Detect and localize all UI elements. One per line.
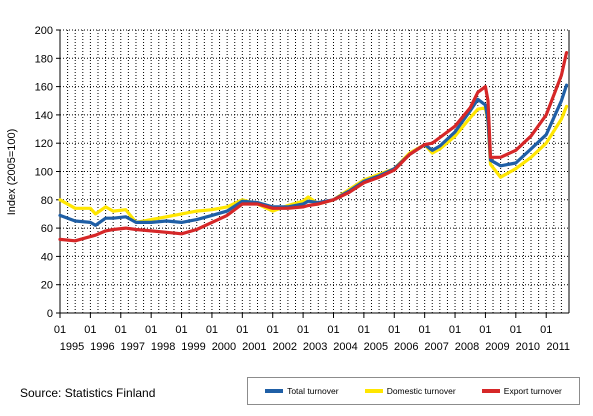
x-tick-month-label: 01 [267,324,279,336]
y-tick-label: 160 [35,82,53,94]
y-tick-label: 20 [41,280,53,292]
x-tick-month-label: 01 [54,324,66,336]
x-tick-month-label: 01 [449,324,461,336]
x-tick-month-label: 01 [206,324,218,336]
x-tick-year-label: 2005 [364,341,388,353]
legend-item-export: Export turnover [481,386,562,396]
x-tick-year-label: 2001 [242,341,266,353]
y-tick-label: 40 [41,251,53,263]
x-tick-month-label: 01 [479,324,491,336]
series-lines [58,51,569,243]
x-tick-month-label: 01 [236,324,248,336]
y-tick-label: 200 [35,25,53,37]
legend-label-domestic: Domestic turnover [386,386,456,396]
x-tick-year-label: 2010 [516,341,540,353]
x-tick-year-label: 1995 [60,341,84,353]
y-tick-label: 100 [35,167,53,179]
x-tick-year-label: 2007 [424,341,448,353]
x-tick-month-label: 01 [419,324,431,336]
y-tick-label: 60 [41,223,53,235]
x-tick-year-label: 2002 [272,341,296,353]
x-tick-month-label: 01 [115,324,127,336]
legend: Total turnover Domestic turnover Export … [247,377,580,405]
x-tick-month-label: 01 [84,324,96,336]
legend-swatch-export [481,389,500,393]
x-tick-year-label: 1996 [90,341,114,353]
x-tick-month-label: 01 [327,324,339,336]
x-tick-year-label: 2011 [546,341,570,353]
x-tick-month-label: 01 [510,324,522,336]
legend-item-total: Total turnover [265,386,339,396]
x-tick-year-label: 2000 [212,341,236,353]
axes [56,29,570,318]
y-tick-label: 180 [35,53,53,65]
x-tick-month-label: 01 [145,324,157,336]
y-axis-title: Index (2005=100) [6,129,18,216]
x-tick-year-label: 1997 [121,341,145,353]
legend-swatch-total [265,389,284,393]
y-tick-label: 120 [35,138,53,150]
x-tick-year-label: 2003 [303,341,327,353]
x-tick-year-label: 2004 [333,341,357,353]
tick-labels: 0204060801001201401601802000119950119960… [35,25,570,353]
legend-label-total: Total turnover [287,386,339,396]
x-tick-month-label: 01 [297,324,309,336]
x-tick-year-label: 2008 [455,341,479,353]
legend-item-domestic: Domestic turnover [364,386,456,396]
y-tick-label: 80 [41,195,53,207]
x-tick-month-label: 01 [540,324,552,336]
x-tick-year-label: 1999 [181,341,205,353]
x-tick-month-label: 01 [388,324,400,336]
source-note: Source: Statistics Finland [20,386,156,400]
x-tick-year-label: 2009 [485,341,509,353]
y-tick-label: 140 [35,110,53,122]
x-tick-year-label: 2006 [394,341,418,353]
x-tick-month-label: 01 [358,324,370,336]
legend-label-export: Export turnover [503,386,562,396]
y-tick-label: 0 [47,308,53,320]
grid [60,29,569,313]
x-tick-month-label: 01 [175,324,187,336]
export-turnover-line [58,51,569,243]
legend-swatch-domestic [364,389,383,393]
x-tick-year-label: 1998 [151,341,175,353]
